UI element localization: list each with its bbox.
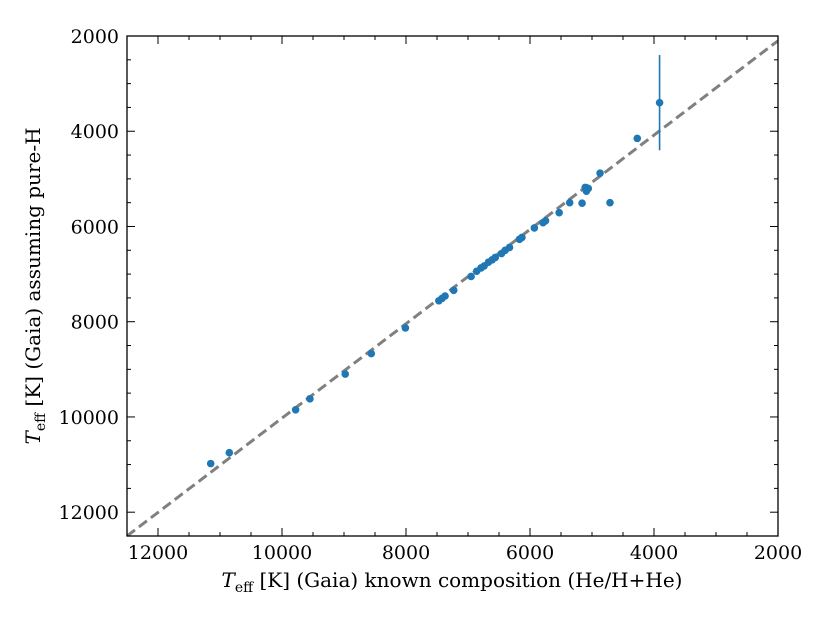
y-tick-label: 12000: [59, 502, 119, 524]
data-point: [633, 134, 642, 143]
y-axis-label-symbol: T: [21, 430, 45, 445]
data-point: [555, 208, 563, 217]
data-point: [584, 184, 593, 193]
x-tick-label: 10000: [252, 542, 312, 564]
data-point: [491, 253, 500, 262]
data-point: [467, 272, 475, 281]
y-tick-label: 4000: [71, 121, 119, 143]
y-tick-label: 8000: [71, 312, 119, 334]
plot-frame: [126, 35, 779, 537]
y-axis-label: Teff [K] (Gaia) assuming pure-H: [21, 127, 49, 444]
data-layer: [206, 55, 664, 468]
data-point: [291, 406, 300, 414]
data-point: [518, 233, 526, 242]
y-tick-label: 6000: [71, 216, 119, 238]
y-axis-label-text: [K] (Gaia) assuming pure-H: [21, 127, 45, 412]
data-point: [541, 216, 550, 225]
data-point: [606, 198, 614, 207]
data-point: [505, 243, 514, 252]
x-tick-label: 2000: [754, 542, 802, 564]
x-axis-label-text: [K] (Gaia) known composition (He/H+He): [253, 568, 682, 592]
x-tick-label: 4000: [630, 542, 678, 564]
data-point: [655, 98, 664, 107]
data-point: [341, 370, 350, 378]
data-point: [401, 324, 410, 332]
data-point: [565, 198, 574, 207]
data-point: [441, 292, 449, 300]
data-point: [206, 459, 215, 468]
y-tick-label: 2000: [71, 26, 119, 48]
axes-layer: 12000 10000 8000 6000 4000 2000 2000 4000 6000 80…: [59, 26, 803, 564]
x-tick-label: 6000: [506, 542, 554, 564]
x-tick-label: 8000: [382, 542, 430, 564]
y-axis-label-subscript: eff: [33, 412, 49, 431]
y-tick-label: 10000: [59, 407, 119, 429]
data-point: [530, 224, 539, 232]
data-point: [449, 286, 458, 295]
data-point: [596, 169, 604, 177]
data-point: [578, 199, 586, 207]
data-point: [225, 448, 234, 457]
data-point: [306, 395, 314, 403]
x-axis-label: Teff [K] (Gaia) known composition (He/H+…: [222, 568, 683, 596]
x-axis-label-subscript: eff: [235, 580, 254, 596]
x-axis-label-symbol: T: [222, 568, 237, 592]
data-point: [367, 349, 376, 358]
x-tick-label: 12000: [128, 542, 188, 564]
